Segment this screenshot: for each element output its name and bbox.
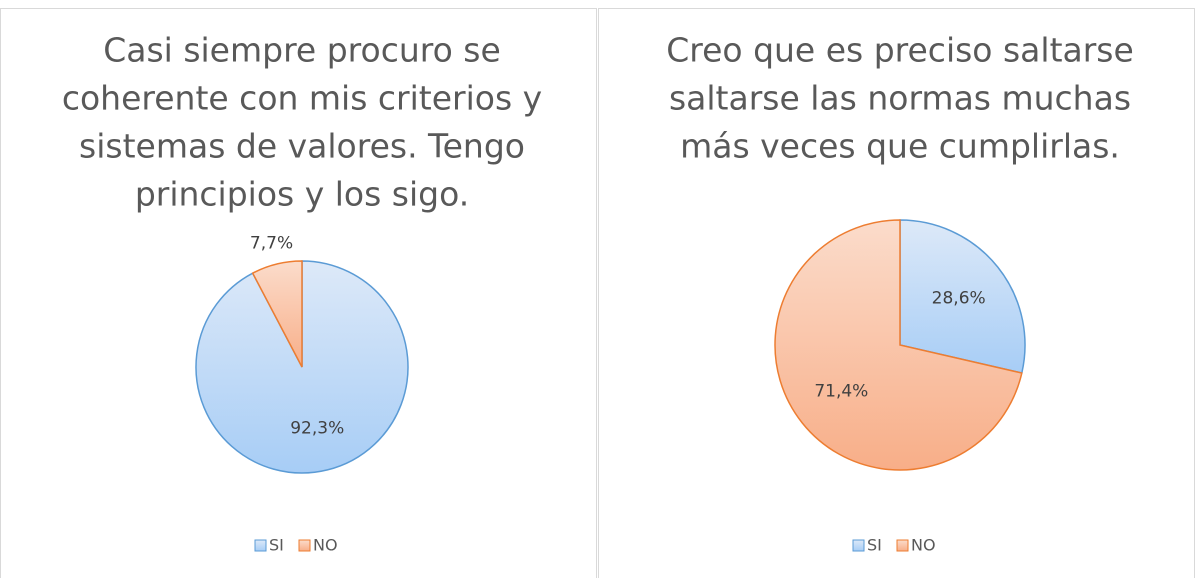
panel-border <box>0 8 597 578</box>
legend-label: NO <box>313 536 338 555</box>
chart-title: coherente con mis criterios y <box>62 79 542 118</box>
chart-title: saltarse las normas muchas <box>669 79 1131 118</box>
pie-slice <box>774 219 1023 471</box>
data-label: 71,4% <box>814 382 868 402</box>
legend-label: NO <box>911 536 936 555</box>
data-label: 7,7% <box>250 234 293 254</box>
legend-label: SI <box>269 536 284 555</box>
data-label: 92,3% <box>290 419 344 439</box>
legend-swatch <box>852 539 865 552</box>
legend-swatch <box>254 539 267 552</box>
chart-title: Casi siempre procuro se <box>103 31 501 70</box>
chart-title: sistemas de valores. Tengo <box>79 127 525 166</box>
legend-label: SI <box>867 536 882 555</box>
chart-title: Creo que es preciso saltarse <box>666 31 1134 70</box>
legend-swatch <box>298 539 311 552</box>
pie-slice <box>899 219 1026 374</box>
pie-slice <box>251 260 303 368</box>
chart-title: principios y los sigo. <box>135 175 469 214</box>
legend-swatch <box>896 539 909 552</box>
data-label: 28,6% <box>932 288 986 308</box>
panel-border <box>598 8 1195 578</box>
chart-title: más veces que cumplirlas. <box>680 127 1120 166</box>
